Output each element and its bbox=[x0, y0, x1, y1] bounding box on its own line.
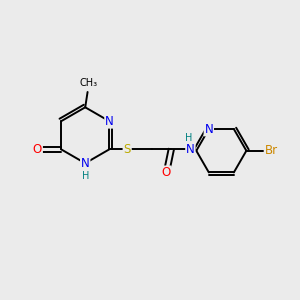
Text: H: H bbox=[82, 171, 89, 181]
Text: N: N bbox=[204, 123, 213, 136]
Text: H: H bbox=[185, 133, 193, 143]
Text: N: N bbox=[186, 143, 195, 156]
Text: CH₃: CH₃ bbox=[80, 78, 98, 88]
Text: O: O bbox=[33, 143, 42, 156]
Text: O: O bbox=[162, 166, 171, 179]
Text: S: S bbox=[123, 143, 131, 156]
Text: Br: Br bbox=[265, 144, 278, 157]
Text: N: N bbox=[81, 157, 90, 170]
Text: N: N bbox=[105, 115, 114, 128]
